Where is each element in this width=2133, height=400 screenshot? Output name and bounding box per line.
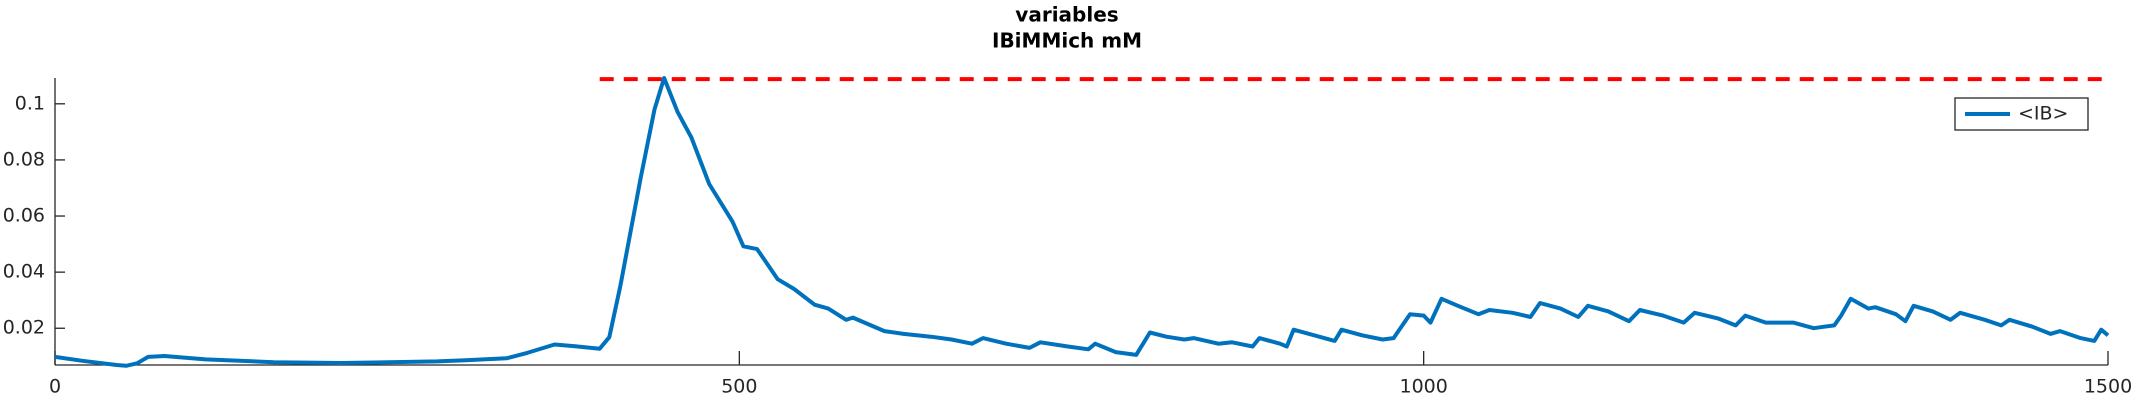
chart-subtitle: IBiMMich mM	[992, 29, 1142, 53]
x-tick-label: 1500	[2084, 376, 2132, 398]
y-tick-label: 0.02	[3, 317, 45, 339]
x-tick-label: 0	[49, 376, 61, 398]
plot-area	[54, 78, 2108, 366]
line-series	[54, 76, 2110, 368]
y-tick-label: 0.08	[3, 148, 45, 170]
y-tick-label: 0.06	[3, 205, 45, 227]
x-tick-label: 500	[721, 376, 757, 398]
x-tick-label: 1000	[1399, 376, 1447, 398]
legend-label: <IB>	[2018, 103, 2068, 125]
y-tick-label: 0.04	[3, 261, 45, 283]
chart-title: variables	[1015, 3, 1118, 27]
y-tick-label: 0.1	[15, 92, 45, 114]
